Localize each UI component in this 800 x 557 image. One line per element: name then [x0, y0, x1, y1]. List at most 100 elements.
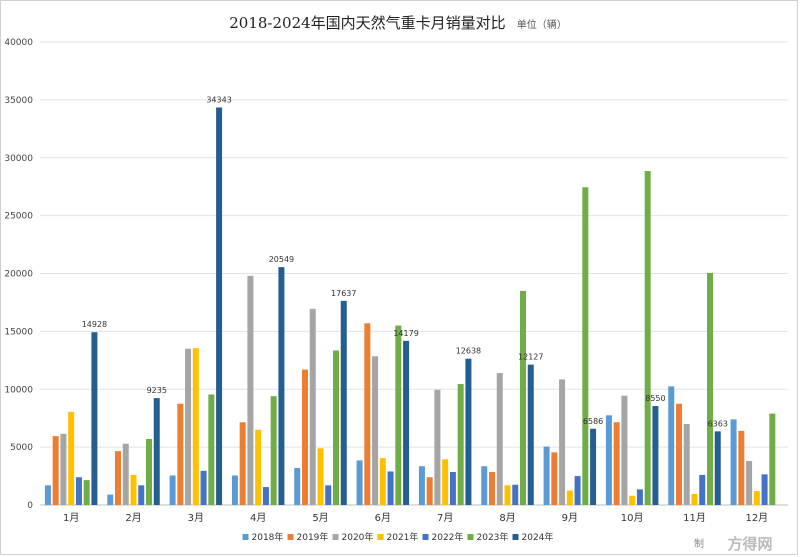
bar-2019年-6月: [364, 323, 371, 505]
y-tick-label: 15000: [4, 327, 33, 337]
bar-2021年-10月: [629, 495, 636, 505]
x-tick-label: 12月: [745, 512, 768, 524]
bar-2021年-3月: [192, 348, 199, 505]
bar-2020年-2月: [122, 443, 129, 505]
data-label: 8550: [645, 394, 665, 403]
data-label: 14928: [82, 320, 107, 329]
bar-2018年-11月: [668, 386, 675, 505]
bar-2024年-5月: [340, 300, 347, 505]
bar-2019年-2月: [115, 451, 121, 505]
bar-2022年-4月: [262, 487, 269, 505]
data-label: 12638: [456, 347, 481, 356]
data-label: 9235: [147, 386, 167, 395]
bar-2018年-9月: [543, 446, 550, 505]
y-tick-label: 10000: [4, 385, 33, 395]
bar-2023年-2月: [146, 439, 152, 505]
footer-left-text: 制: [694, 537, 704, 550]
bar-2024年-11月: [714, 431, 721, 505]
x-tick-label: 6月: [375, 512, 391, 524]
bar-2021年-5月: [317, 448, 324, 505]
bar-2022年-1月: [75, 477, 82, 505]
bar-2019年-7月: [426, 477, 433, 505]
bar-2019年-12月: [738, 430, 745, 505]
x-tick-label: 7月: [437, 512, 453, 524]
bar-2020年-6月: [372, 356, 379, 505]
data-label: 6586: [583, 417, 603, 426]
bar-2020年-4月: [247, 275, 254, 505]
bar-2018年-4月: [231, 475, 238, 505]
bar-2020年-9月: [559, 379, 566, 505]
bar-2023年-9月: [582, 187, 589, 506]
bar-2023年-12月: [769, 413, 776, 505]
bar-2018年-1月: [44, 485, 51, 505]
bar-2019年-8月: [489, 472, 495, 505]
bar-2018年-7月: [418, 466, 425, 505]
bar-2021年-7月: [442, 459, 449, 505]
bar-2023年-3月: [208, 394, 215, 505]
x-tick-label: 2月: [125, 512, 141, 524]
y-tick-label: 35000: [4, 96, 33, 106]
bar-2019年-11月: [676, 403, 682, 505]
legend-item-label: 2020年: [342, 531, 374, 543]
bar-2024年-3月: [216, 107, 223, 506]
bar-2021年-1月: [68, 411, 75, 505]
bar-2024年-4月: [278, 267, 285, 505]
bar-2020年-8月: [496, 373, 503, 505]
x-axis: 1月 2月 3月 4月 5月 6月 7月 8月 9月 10月 11月 12月: [63, 512, 768, 524]
bar-2019年-10月: [613, 422, 620, 505]
bar-2023年-10月: [644, 171, 651, 505]
x-tick-label: 11月: [683, 512, 706, 524]
bar-2018年-5月: [294, 467, 301, 505]
bar-2022年-12月: [761, 474, 768, 505]
bar-2020年-12月: [746, 461, 753, 505]
x-tick-label: 8月: [499, 512, 515, 524]
legend-swatch: [422, 534, 429, 540]
x-tick-label: 10月: [621, 512, 644, 524]
legend-swatch: [512, 534, 519, 540]
bar-2020年-10月: [621, 395, 628, 505]
x-tick-label: 4月: [250, 512, 266, 524]
legend-item-label: 2024年: [522, 531, 554, 543]
bar-2021年-8月: [504, 485, 511, 505]
bar-2022年-9月: [574, 476, 581, 505]
bar-2020年-1月: [60, 433, 67, 505]
bar-2018年-2月: [107, 494, 114, 505]
y-tick-label: 25000: [4, 212, 33, 222]
bar-2021年-4月: [255, 429, 262, 505]
data-label: 34343: [206, 95, 231, 104]
bar-2022年-8月: [512, 484, 519, 505]
legend-swatch: [287, 534, 294, 540]
bar-2024年-8月: [527, 364, 534, 505]
bar-2022年-6月: [387, 471, 394, 505]
y-tick-label: 40000: [4, 38, 33, 48]
x-tick-label: 1月: [63, 512, 79, 524]
bar-2022年-3月: [200, 470, 207, 505]
watermark-logo: 方得网: [727, 535, 772, 553]
data-label: 14179: [393, 329, 418, 338]
gridlines: [40, 41, 788, 506]
y-tick-label: 0: [27, 501, 33, 511]
bar-2023年-8月: [520, 290, 526, 505]
x-tick-label: 3月: [188, 512, 204, 524]
bar-2024年-1月: [91, 332, 98, 505]
bar-2020年-7月: [434, 389, 441, 505]
bar-2023年-5月: [333, 350, 339, 505]
bar-2018年-10月: [605, 415, 612, 505]
data-labels: 14928 9235 34343 20549 17637 14179 12638 12127 6…: [82, 95, 728, 428]
legend: 2018年 2019年 2020年 2021年 2022年 2023年 2024年: [242, 531, 554, 543]
bar-2023年-4月: [270, 396, 277, 505]
legend-item-label: 2023年: [477, 531, 509, 543]
legend-swatch: [242, 534, 249, 540]
legend-item-label: 2019年: [297, 531, 329, 543]
bar-2022年-7月: [449, 472, 456, 505]
bar-2018年-8月: [481, 466, 488, 505]
bar-2023年-1月: [83, 480, 90, 505]
bar-2024年-7月: [465, 358, 472, 505]
data-label: 17637: [331, 289, 356, 298]
bar-2022年-5月: [325, 485, 332, 505]
legend-item-label: 2022年: [432, 531, 464, 543]
bar-2019年-9月: [551, 452, 558, 505]
legend-swatch: [377, 534, 384, 540]
